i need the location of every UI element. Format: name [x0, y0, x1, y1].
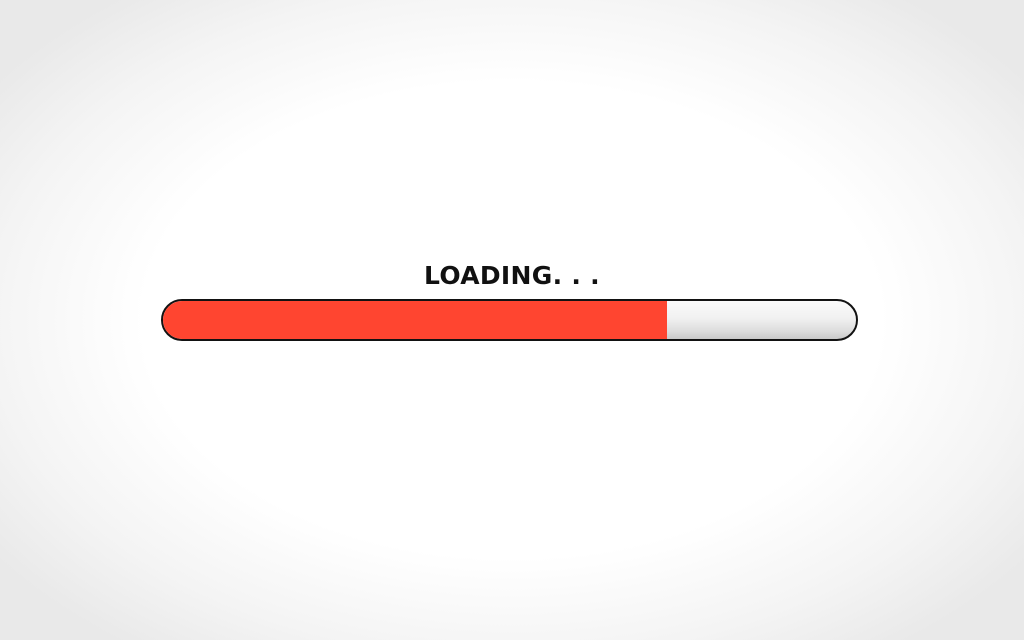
- progress-bar: [161, 299, 858, 341]
- loading-label: LOADING. . .: [424, 261, 600, 290]
- progress-fill: [163, 301, 667, 339]
